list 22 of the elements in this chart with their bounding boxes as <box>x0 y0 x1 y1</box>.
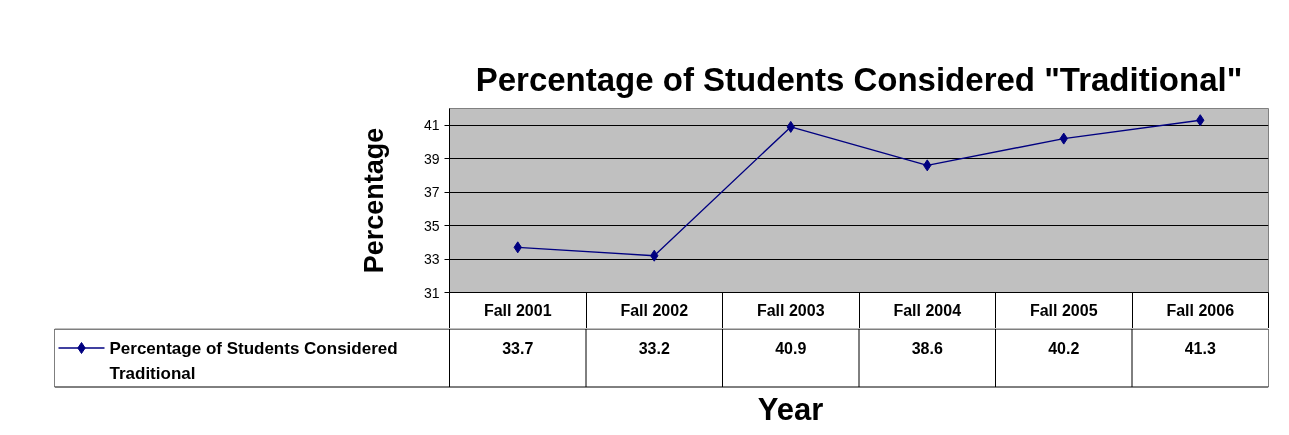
x-tick-label: Fall 2005 <box>1029 301 1098 319</box>
y-axis-title: Percentage <box>358 127 389 274</box>
x-tick-label: Fall 2006 <box>1166 301 1235 319</box>
x-tick-label: Fall 2003 <box>756 301 825 319</box>
x-tick-label: Fall 2001 <box>483 301 552 319</box>
y-tick-label: 41 <box>423 117 440 134</box>
data-label: 38.6 <box>911 340 943 357</box>
data-label: 33.2 <box>638 340 670 357</box>
data-label: 40.2 <box>1048 340 1080 357</box>
y-tick-label: 31 <box>423 284 440 301</box>
data-label: 41.3 <box>1184 340 1216 357</box>
x-axis-title: Year <box>757 392 824 427</box>
y-tick-label: 37 <box>423 184 440 201</box>
x-tick-label: Fall 2002 <box>620 301 689 319</box>
legend-label: Percentage of Students Considered Traditional <box>109 338 398 383</box>
y-tick-label: 39 <box>423 150 440 167</box>
data-label: 40.9 <box>775 340 807 357</box>
x-tick-label: Fall 2004 <box>893 301 962 319</box>
chart-title: Percentage of Students Considered "Traditional" <box>475 60 1243 98</box>
y-tick-label: 35 <box>423 217 440 234</box>
data-label: 33.7 <box>502 340 534 357</box>
y-tick-label: 33 <box>423 251 440 268</box>
